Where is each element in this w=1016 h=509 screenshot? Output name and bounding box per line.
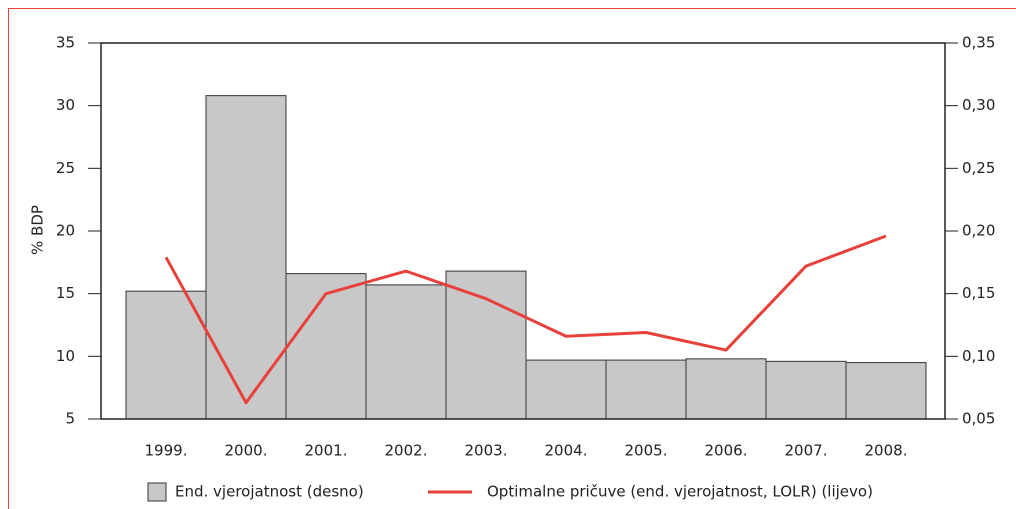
bar	[605, 359, 687, 420]
plot-border	[100, 42, 946, 420]
x-tick-label: 2002.	[385, 442, 428, 460]
bar	[765, 360, 847, 420]
y-tick-label: 35	[56, 34, 75, 52]
frame	[8, 8, 1016, 509]
y2-tick-label: 0,30	[962, 96, 995, 114]
x-tick-label: 2007.	[785, 442, 828, 460]
x-tick-label: 1999.	[145, 442, 188, 460]
y2-tick-label: 0,35	[962, 34, 995, 52]
bar	[365, 284, 447, 420]
line	[164, 234, 887, 405]
bar	[445, 270, 527, 420]
y2-tick-label: 0,20	[962, 222, 995, 240]
legend-swatch	[147, 482, 167, 502]
y2-tick-label: 0,15	[962, 284, 995, 302]
x-tick-label: 2005.	[625, 442, 668, 460]
y-tick-label: 10	[56, 347, 75, 365]
y-tick-label: 5	[65, 410, 75, 428]
x-tick-label: 2008.	[865, 442, 908, 460]
x-tick-label: 2003.	[465, 442, 508, 460]
bar	[685, 358, 767, 420]
legend-label: End. vjerojatnost (desno)	[175, 483, 364, 501]
bar	[205, 95, 287, 420]
x-tick-label: 2004.	[545, 442, 588, 460]
x-tick-label: 2000.	[225, 442, 268, 460]
x-tick-label: 2006.	[705, 442, 748, 460]
y-tick-label: 20	[56, 222, 75, 240]
bar	[845, 362, 927, 420]
y-tick-label: 30	[56, 96, 75, 114]
y-axis-label: % BDP	[29, 205, 47, 255]
legend-label: Optimalne pričuve (end. vjerojatnost, LO…	[487, 483, 873, 501]
y-tick-label: 15	[56, 284, 75, 302]
y-tick-label: 25	[56, 159, 75, 177]
x-tick-label: 2001.	[305, 442, 348, 460]
bar	[525, 359, 607, 420]
y2-tick-label: 0,10	[962, 347, 995, 365]
y2-tick-label: 0,05	[962, 410, 995, 428]
y2-tick-label: 0,25	[962, 159, 995, 177]
